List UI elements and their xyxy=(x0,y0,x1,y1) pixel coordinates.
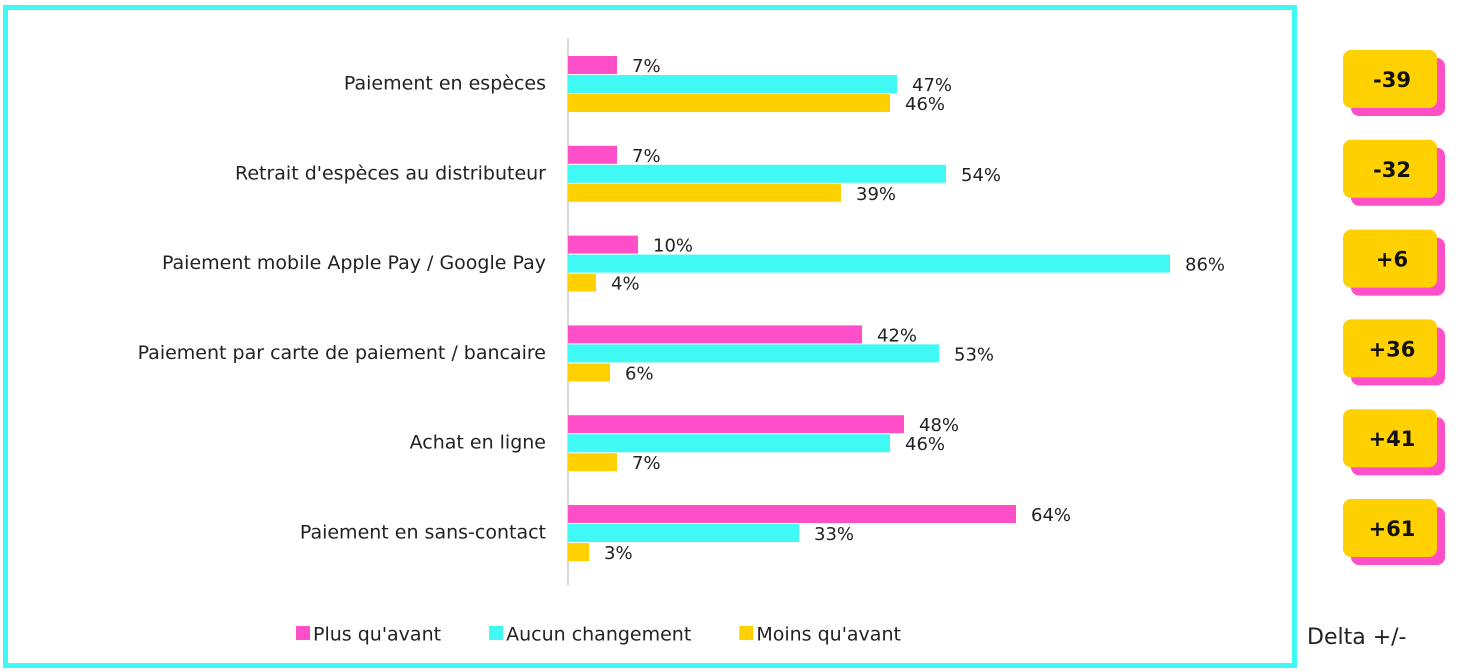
delta-box xyxy=(1343,499,1437,557)
delta-box xyxy=(1343,139,1437,198)
y-tick-label: Paiement en sans-contact xyxy=(300,522,546,544)
delta-box xyxy=(1343,319,1437,378)
value-label: 3% xyxy=(604,543,633,564)
y-tick-label: Paiement par carte de paiement / bancair… xyxy=(138,342,546,364)
chart-frame xyxy=(3,5,1297,668)
value-label: 4% xyxy=(611,274,640,295)
delta-label: +6 xyxy=(1376,248,1408,272)
delta-box xyxy=(1343,229,1437,288)
bar xyxy=(568,235,638,254)
delta-label: -32 xyxy=(1373,158,1411,182)
legend-swatch xyxy=(489,626,504,640)
y-tick-label: Paiement mobile Apple Pay / Google Pay xyxy=(162,252,546,274)
value-label: 42% xyxy=(877,325,917,346)
legend-swatch xyxy=(296,626,310,640)
value-label: 7% xyxy=(632,56,661,77)
bar xyxy=(568,273,596,292)
y-tick-label: Retrait d'espèces au distributeur xyxy=(235,162,546,184)
bar xyxy=(568,183,841,202)
bar xyxy=(568,524,799,542)
bar xyxy=(568,325,862,344)
value-label: 7% xyxy=(632,453,661,474)
legend-label: Aucun changement xyxy=(506,624,691,646)
value-label: 46% xyxy=(905,434,945,455)
bar xyxy=(568,254,1170,273)
delta-box xyxy=(1343,409,1437,468)
delta-label: +36 xyxy=(1369,337,1416,361)
value-label: 6% xyxy=(625,363,654,384)
bar xyxy=(568,434,890,453)
bar xyxy=(568,505,1016,523)
bar xyxy=(568,75,897,93)
bar xyxy=(568,56,617,74)
delta-label: -39 xyxy=(1373,68,1411,92)
legend-swatch xyxy=(739,626,754,640)
value-label: 86% xyxy=(1185,255,1225,276)
bar xyxy=(568,415,904,434)
bar xyxy=(568,94,890,112)
delta-label: +61 xyxy=(1369,517,1416,541)
value-label: 53% xyxy=(954,344,994,365)
bar xyxy=(568,543,589,561)
value-label: 47% xyxy=(912,75,952,96)
value-label: 39% xyxy=(856,184,896,205)
legend-label: Moins qu'avant xyxy=(756,624,901,646)
bar xyxy=(568,145,617,164)
delta-title: Delta +/- xyxy=(1307,625,1406,650)
value-label: 64% xyxy=(1031,505,1071,526)
legend-label: Plus qu'avant xyxy=(313,624,441,646)
value-label: 7% xyxy=(632,146,661,167)
delta-label: +41 xyxy=(1369,427,1416,451)
bar xyxy=(568,453,617,472)
y-tick-label: Achat en ligne xyxy=(410,432,546,454)
value-label: 46% xyxy=(905,94,945,115)
bar xyxy=(568,164,946,183)
value-label: 48% xyxy=(919,415,959,436)
value-label: 54% xyxy=(961,165,1001,186)
bar xyxy=(568,344,939,363)
bar xyxy=(568,363,610,382)
y-tick-label: Paiement en espèces xyxy=(344,73,546,95)
delta-box xyxy=(1343,50,1437,108)
value-label: 10% xyxy=(653,236,693,257)
value-label: 33% xyxy=(814,524,854,545)
